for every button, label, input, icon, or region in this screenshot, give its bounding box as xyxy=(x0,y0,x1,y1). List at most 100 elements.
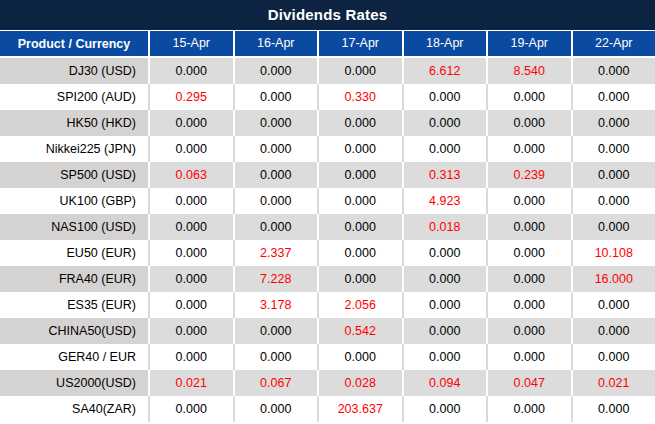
product-label: SPI200 (AUD) xyxy=(0,84,148,110)
table-row: CHINA50(USD)0.0000.0000.5420.0000.0000.0… xyxy=(0,318,655,344)
rate-value: 2.056 xyxy=(317,292,402,318)
rate-value: 0.000 xyxy=(571,110,655,136)
product-label: GER40 / EUR xyxy=(0,344,148,370)
rate-value: 203.637 xyxy=(317,396,402,422)
rate-value: 0.000 xyxy=(402,266,487,292)
table-row: SPI200 (AUD)0.2950.0000.3300.0000.0000.0… xyxy=(0,84,655,110)
rate-value: 0.063 xyxy=(148,162,233,188)
rate-value: 0.000 xyxy=(317,136,402,162)
rate-value: 0.021 xyxy=(148,370,233,396)
product-label: SA40(ZAR) xyxy=(0,396,148,422)
table-row: ES35 (EUR)0.0003.1782.0560.0000.0000.000 xyxy=(0,292,655,318)
rate-value: 0.018 xyxy=(402,214,487,240)
rate-value: 0.021 xyxy=(571,370,655,396)
rate-value: 0.000 xyxy=(571,58,655,84)
rate-value: 0.542 xyxy=(317,318,402,344)
rate-value: 0.094 xyxy=(402,370,487,396)
rate-value: 0.000 xyxy=(486,110,571,136)
page-title: Dividends Rates xyxy=(0,0,655,30)
rate-value: 0.000 xyxy=(402,396,487,422)
rate-value: 0.028 xyxy=(317,370,402,396)
rate-value: 4.923 xyxy=(402,188,487,214)
table-row: UK100 (GBP)0.0000.0000.0004.9230.0000.00… xyxy=(0,188,655,214)
rate-value: 0.000 xyxy=(148,344,233,370)
product-label: DJ30 (USD) xyxy=(0,58,148,84)
rate-value: 0.000 xyxy=(571,318,655,344)
rate-value: 0.000 xyxy=(233,110,318,136)
rate-value: 0.000 xyxy=(233,136,318,162)
rate-value: 0.000 xyxy=(571,84,655,110)
product-label: US2000(USD) xyxy=(0,370,148,396)
column-header-date: 19-Apr xyxy=(486,31,571,56)
rate-value: 0.000 xyxy=(486,292,571,318)
rate-value: 0.000 xyxy=(486,266,571,292)
rate-value: 0.313 xyxy=(402,162,487,188)
rate-value: 10.108 xyxy=(571,240,655,266)
rate-value: 0.000 xyxy=(233,58,318,84)
rate-value: 0.000 xyxy=(571,214,655,240)
rate-value: 0.000 xyxy=(317,266,402,292)
rate-value: 0.047 xyxy=(486,370,571,396)
rate-value: 0.239 xyxy=(486,162,571,188)
rate-value: 0.000 xyxy=(402,110,487,136)
rate-value: 0.000 xyxy=(571,188,655,214)
rate-value: 0.000 xyxy=(148,136,233,162)
rate-value: 0.000 xyxy=(148,266,233,292)
rate-value: 0.000 xyxy=(317,240,402,266)
rate-value: 0.000 xyxy=(233,214,318,240)
rate-value: 0.000 xyxy=(402,344,487,370)
rate-value: 0.000 xyxy=(233,318,318,344)
rate-value: 0.000 xyxy=(148,396,233,422)
column-header-date: 17-Apr xyxy=(317,31,402,56)
table-row: FRA40 (EUR)0.0007.2280.0000.0000.00016.0… xyxy=(0,266,655,292)
table-row: EU50 (EUR)0.0002.3370.0000.0000.00010.10… xyxy=(0,240,655,266)
rate-value: 0.000 xyxy=(571,344,655,370)
rate-value: 0.000 xyxy=(148,188,233,214)
rate-value: 0.000 xyxy=(486,84,571,110)
product-label: SP500 (USD) xyxy=(0,162,148,188)
rate-value: 3.178 xyxy=(233,292,318,318)
table-row: NAS100 (USD)0.0000.0000.0000.0180.0000.0… xyxy=(0,214,655,240)
rate-value: 0.000 xyxy=(233,396,318,422)
rate-value: 0.000 xyxy=(148,292,233,318)
product-label: ES35 (EUR) xyxy=(0,292,148,318)
rate-value: 0.000 xyxy=(486,136,571,162)
rate-value: 0.000 xyxy=(486,396,571,422)
rate-value: 0.000 xyxy=(233,188,318,214)
table-row: GER40 / EUR0.0000.0000.0000.0000.0000.00… xyxy=(0,344,655,370)
rate-value: 0.295 xyxy=(148,84,233,110)
rate-value: 0.000 xyxy=(317,58,402,84)
rate-value: 0.000 xyxy=(317,344,402,370)
rate-value: 0.330 xyxy=(317,84,402,110)
rate-value: 0.000 xyxy=(571,396,655,422)
column-header-date: 22-Apr xyxy=(571,31,655,56)
product-label: NAS100 (USD) xyxy=(0,214,148,240)
rate-value: 0.000 xyxy=(402,240,487,266)
table-row: DJ30 (USD)0.0000.0000.0006.6128.5400.000 xyxy=(0,58,655,84)
rate-value: 0.000 xyxy=(402,136,487,162)
rate-value: 0.000 xyxy=(486,318,571,344)
table-row: SP500 (USD)0.0630.0000.0000.3130.2390.00… xyxy=(0,162,655,188)
table-row: Nikkei225 (JPN)0.0000.0000.0000.0000.000… xyxy=(0,136,655,162)
table-row: US2000(USD)0.0210.0670.0280.0940.0470.02… xyxy=(0,370,655,396)
column-header-product-currency: Product / Currency xyxy=(0,37,148,51)
product-label: Nikkei225 (JPN) xyxy=(0,136,148,162)
rate-value: 0.000 xyxy=(148,240,233,266)
rate-value: 0.000 xyxy=(317,214,402,240)
product-label: UK100 (GBP) xyxy=(0,188,148,214)
rate-value: 7.228 xyxy=(233,266,318,292)
column-header-date: 18-Apr xyxy=(402,31,487,56)
column-header-date: 16-Apr xyxy=(233,31,318,56)
table-body: DJ30 (USD)0.0000.0000.0006.6128.5400.000… xyxy=(0,58,655,422)
rate-value: 0.067 xyxy=(233,370,318,396)
rate-value: 0.000 xyxy=(317,188,402,214)
column-header-date: 15-Apr xyxy=(148,31,233,56)
rate-value: 0.000 xyxy=(317,110,402,136)
rate-value: 0.000 xyxy=(148,58,233,84)
product-label: FRA40 (EUR) xyxy=(0,266,148,292)
dividends-rates-widget: Dividends Rates Product / Currency 15-Ap… xyxy=(0,0,655,424)
product-label: HK50 (HKD) xyxy=(0,110,148,136)
rate-value: 0.000 xyxy=(486,188,571,214)
rate-value: 0.000 xyxy=(571,136,655,162)
rate-value: 0.000 xyxy=(402,84,487,110)
